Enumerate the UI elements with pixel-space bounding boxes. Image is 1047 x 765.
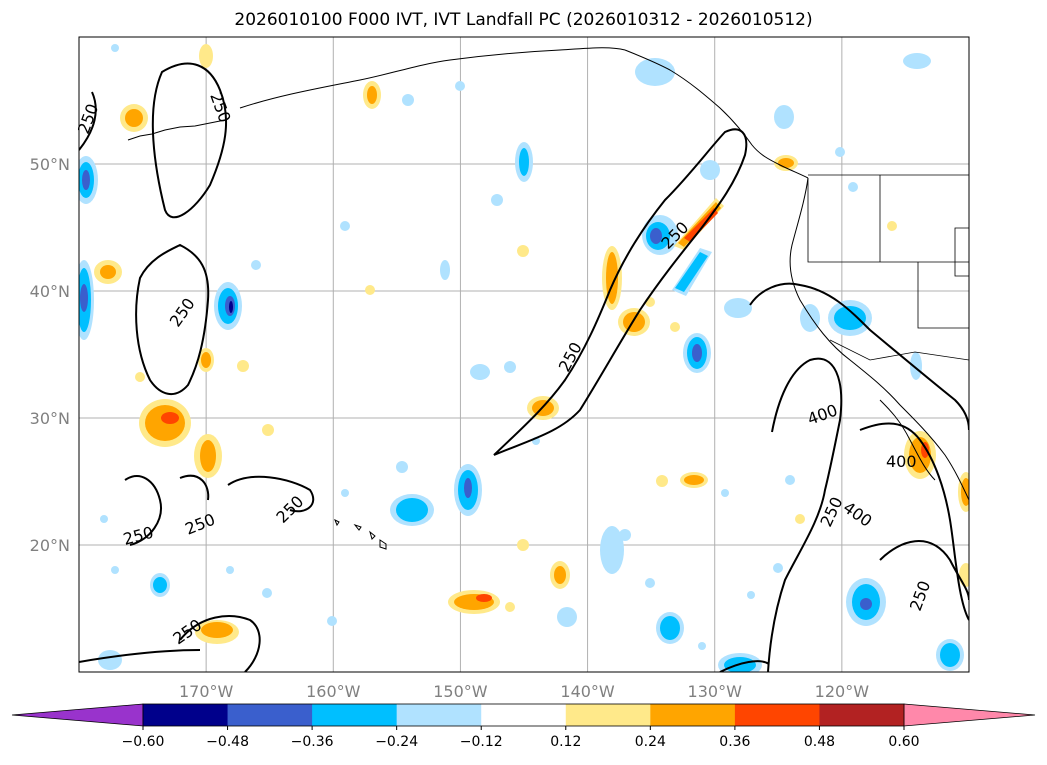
latitude-label: 50°N [30,155,70,174]
coastlines [127,47,969,550]
longitude-label: 150°W [433,682,488,701]
colorbar-extend-high [903,703,1036,727]
colorbar-segment [650,704,736,726]
colorbar-tick-label: −0.12 [460,734,503,750]
latitude-label: 30°N [30,409,70,428]
shaded-patches [79,44,969,672]
latitude-label: 40°N [30,282,70,301]
longitude-labels: 170°W 160°W 150°W 140°W 130°W 120°W [179,682,869,701]
longitude-label: 120°W [815,682,870,701]
colorbar-tick-label: 0.24 [635,734,666,750]
colorbar-segment [143,704,229,726]
colorbar-segment [819,704,905,726]
colorbar-tick-label: −0.48 [206,734,249,750]
political-borders [807,174,969,361]
map-border [78,36,970,673]
latitude-label: 20°N [30,536,70,555]
colorbar-tick-label: −0.60 [122,734,165,750]
colorbar: −0.60 −0.48 −0.36 −0.24 −0.12 0.12 0.24 0.36 0.4… [11,703,1036,750]
longitude-label: 160°W [306,682,361,701]
colorbar-segment [734,704,820,726]
colorbar-tick-label: −0.24 [375,734,418,750]
colorbar-segment [565,704,651,726]
contour-label: 400 [886,452,917,471]
longitude-label: 170°W [179,682,234,701]
longitude-label: 140°W [560,682,615,701]
ivt-contours [79,62,969,672]
colorbar-segment [312,704,398,726]
colorbar-tick-label: −0.36 [291,734,334,750]
colorbar-tick-label: 0.60 [888,734,919,750]
colorbar-extend-low [11,703,144,727]
colorbar-segment [227,704,313,726]
colorbar-segment [481,704,567,726]
colorbar-tick-label: 0.12 [550,734,581,750]
map-content [79,37,969,672]
map-title: 2026010100 F000 IVT, IVT Landfall PC (20… [234,10,813,30]
longitude-label: 130°W [688,682,743,701]
colorbar-frame [142,703,905,727]
colorbar-tick-label: 0.48 [804,734,835,750]
colorbar-tick-label: 0.36 [719,734,750,750]
latitude-labels: 50°N 40°N 30°N 20°N [30,155,70,555]
colorbar-segment [396,704,482,726]
